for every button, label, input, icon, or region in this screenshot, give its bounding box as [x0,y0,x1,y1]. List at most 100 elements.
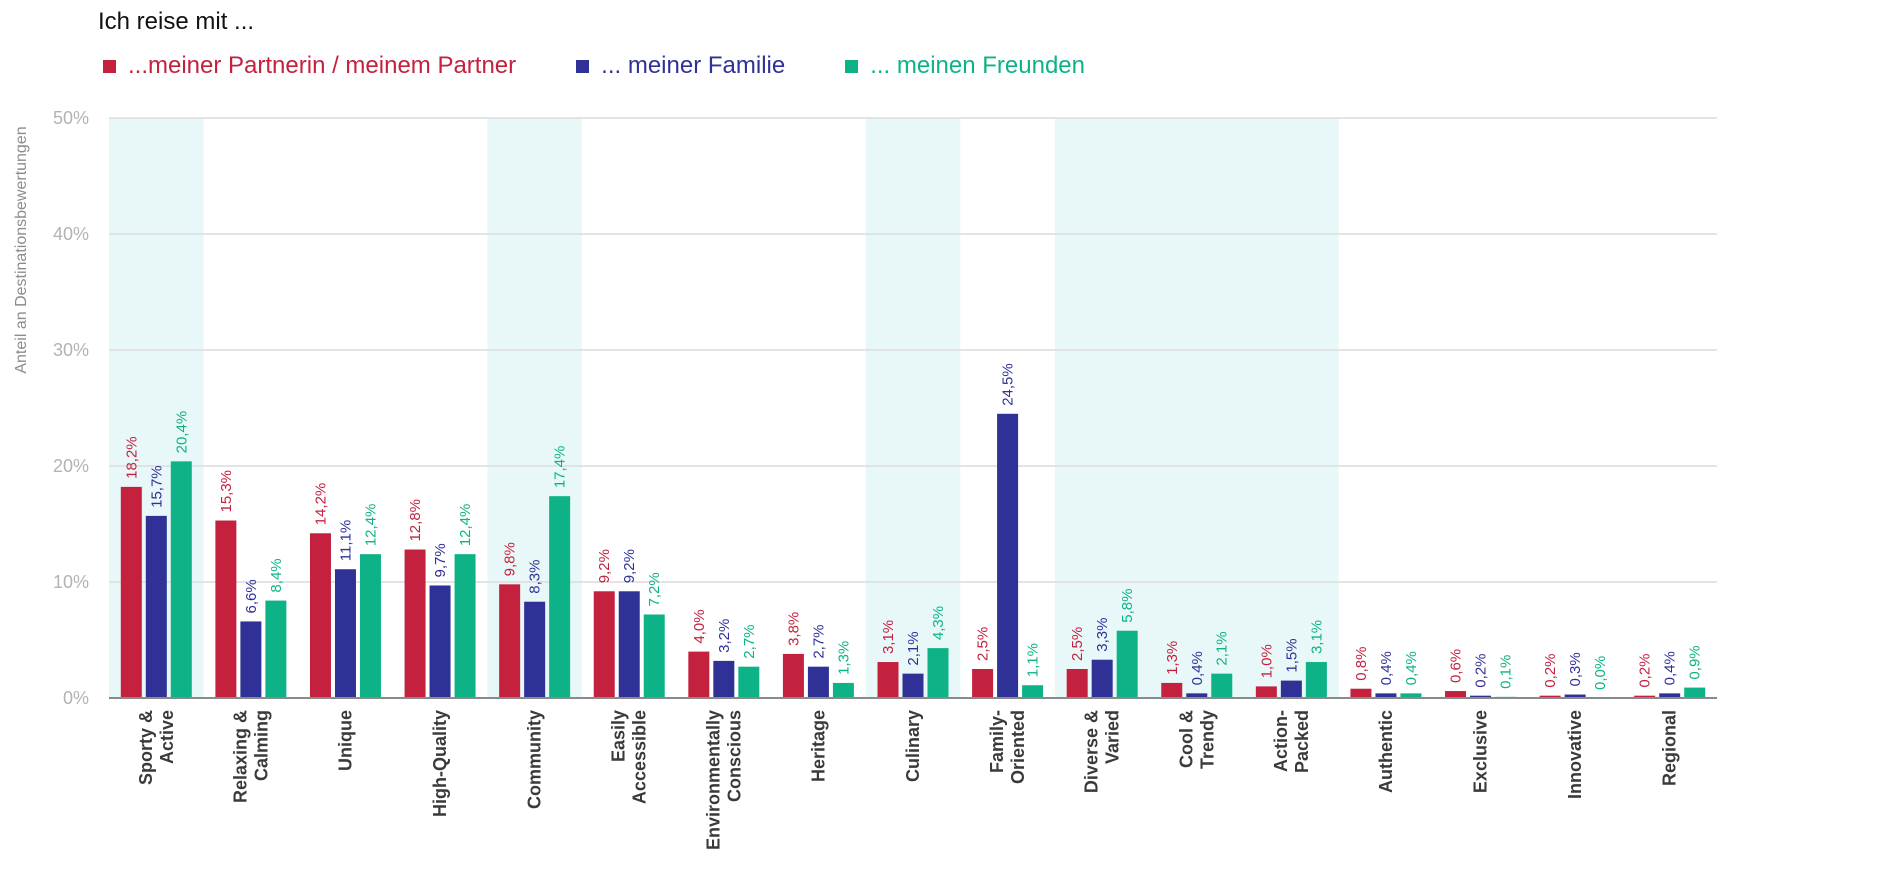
data-label: 1,5% [1283,638,1300,672]
legend-item-family: ... meiner Familie [576,52,785,80]
highlight-band [865,118,961,698]
bar [997,413,1019,698]
data-label: 8,3% [527,560,544,594]
bar [902,673,924,698]
bar [334,569,356,698]
legend-swatch-family [576,59,590,73]
bar [1634,695,1656,698]
y-axis-ticks: 0% 10% 20% 30% 40% 50% [53,108,89,708]
y-axis-label: Anteil an Destinationsbewertungen [13,126,30,373]
legend-label-family: ... meiner Familie [601,52,786,79]
data-label: 9,2% [621,549,638,583]
category-label: Diverse & [1082,710,1102,793]
bar [1255,686,1277,698]
bar [1091,659,1113,698]
category-label: Packed [1292,710,1312,773]
bar [240,621,262,698]
legend: ...meiner Partnerin / meinem Partner ...… [103,52,1145,80]
bar [593,591,615,698]
data-label: 12,4% [362,504,379,547]
bar [1539,695,1561,698]
data-label: 0,4% [1378,651,1395,685]
data-label: 0,4% [1403,651,1420,685]
bar [1564,694,1586,698]
category-label: Active [157,710,177,764]
category-label: Regional [1660,710,1680,786]
data-label: 0,3% [1567,652,1584,686]
data-label: 2,1% [1214,631,1231,665]
bar [359,554,381,698]
bar [927,648,949,698]
bar [429,585,451,698]
data-label: 6,6% [243,579,260,613]
data-label: 2,7% [810,624,827,658]
legend-label-partner: ...meiner Partnerin / meinem Partner [128,52,517,79]
data-label: 7,2% [646,572,663,606]
y-tick-label: 0% [63,688,89,708]
bar [877,662,899,698]
data-labels: 18,2% 15,7% 20,4% 15,3% 6,6% 8,4% 14,2% 11,1% 12… [123,363,1703,690]
bar [120,486,142,698]
bar [782,653,804,698]
legend-item-friends: ... meinen Freunden [845,52,1085,80]
data-label: 0,1% [1498,655,1515,689]
data-label: 17,4% [552,446,569,489]
data-label: 4,0% [691,609,708,643]
data-label: 9,8% [502,542,519,576]
bar [1400,693,1422,698]
data-label: 9,2% [596,549,613,583]
data-label: 3,2% [716,619,733,653]
bar [1066,669,1088,698]
data-label: 0,6% [1448,649,1465,683]
bar [215,520,237,698]
bar [404,549,426,698]
bar [1022,685,1044,698]
category-label: Innovative [1565,710,1585,799]
data-label: 2,5% [1069,627,1086,661]
category-label: Trendy [1197,710,1217,769]
data-label: 2,7% [741,624,758,658]
data-label: 12,8% [407,499,424,542]
data-label: 12,4% [457,504,474,547]
highlight-band [1054,118,1339,698]
bar [1116,630,1138,698]
bar [807,666,829,698]
data-label: 14,2% [312,483,329,526]
bar [1161,682,1183,698]
data-label: 0,4% [1189,651,1206,685]
data-label: 3,3% [1094,618,1111,652]
bar [309,533,331,698]
bar [170,461,192,698]
legend-label-friends: ... meinen Freunden [870,52,1085,79]
data-label: 15,3% [218,470,235,513]
bar [1375,693,1397,698]
bar [1280,680,1302,698]
category-label: Varied [1103,710,1123,764]
data-label: 11,1% [337,520,354,561]
category-label: High-Quality [430,710,450,817]
data-label: 1,1% [1025,643,1042,677]
legend-swatch-friends [845,59,859,73]
category-label: Authentic [1376,710,1396,793]
bar [524,601,546,698]
category-label: Oriented [1008,710,1028,784]
data-label: 24,5% [1000,363,1017,406]
bar [1211,673,1233,698]
chart-title: Ich reise mit ... [98,8,255,35]
data-label: 4,3% [930,606,947,640]
data-label: 3,1% [880,620,897,654]
bar [832,682,854,698]
bar [1684,687,1706,698]
data-label: 2,1% [905,631,922,665]
highlight-bands [109,118,1339,698]
category-label: Accessible [630,710,650,804]
y-tick-label: 30% [53,340,89,360]
category-label: Conscious [724,710,744,802]
category-label: Relaxing & [230,710,250,803]
data-label: 3,1% [1308,620,1325,654]
data-label: 15,7% [148,465,165,508]
data-label: 0,2% [1473,653,1490,687]
bar [454,554,476,698]
data-label: 2,5% [975,627,992,661]
